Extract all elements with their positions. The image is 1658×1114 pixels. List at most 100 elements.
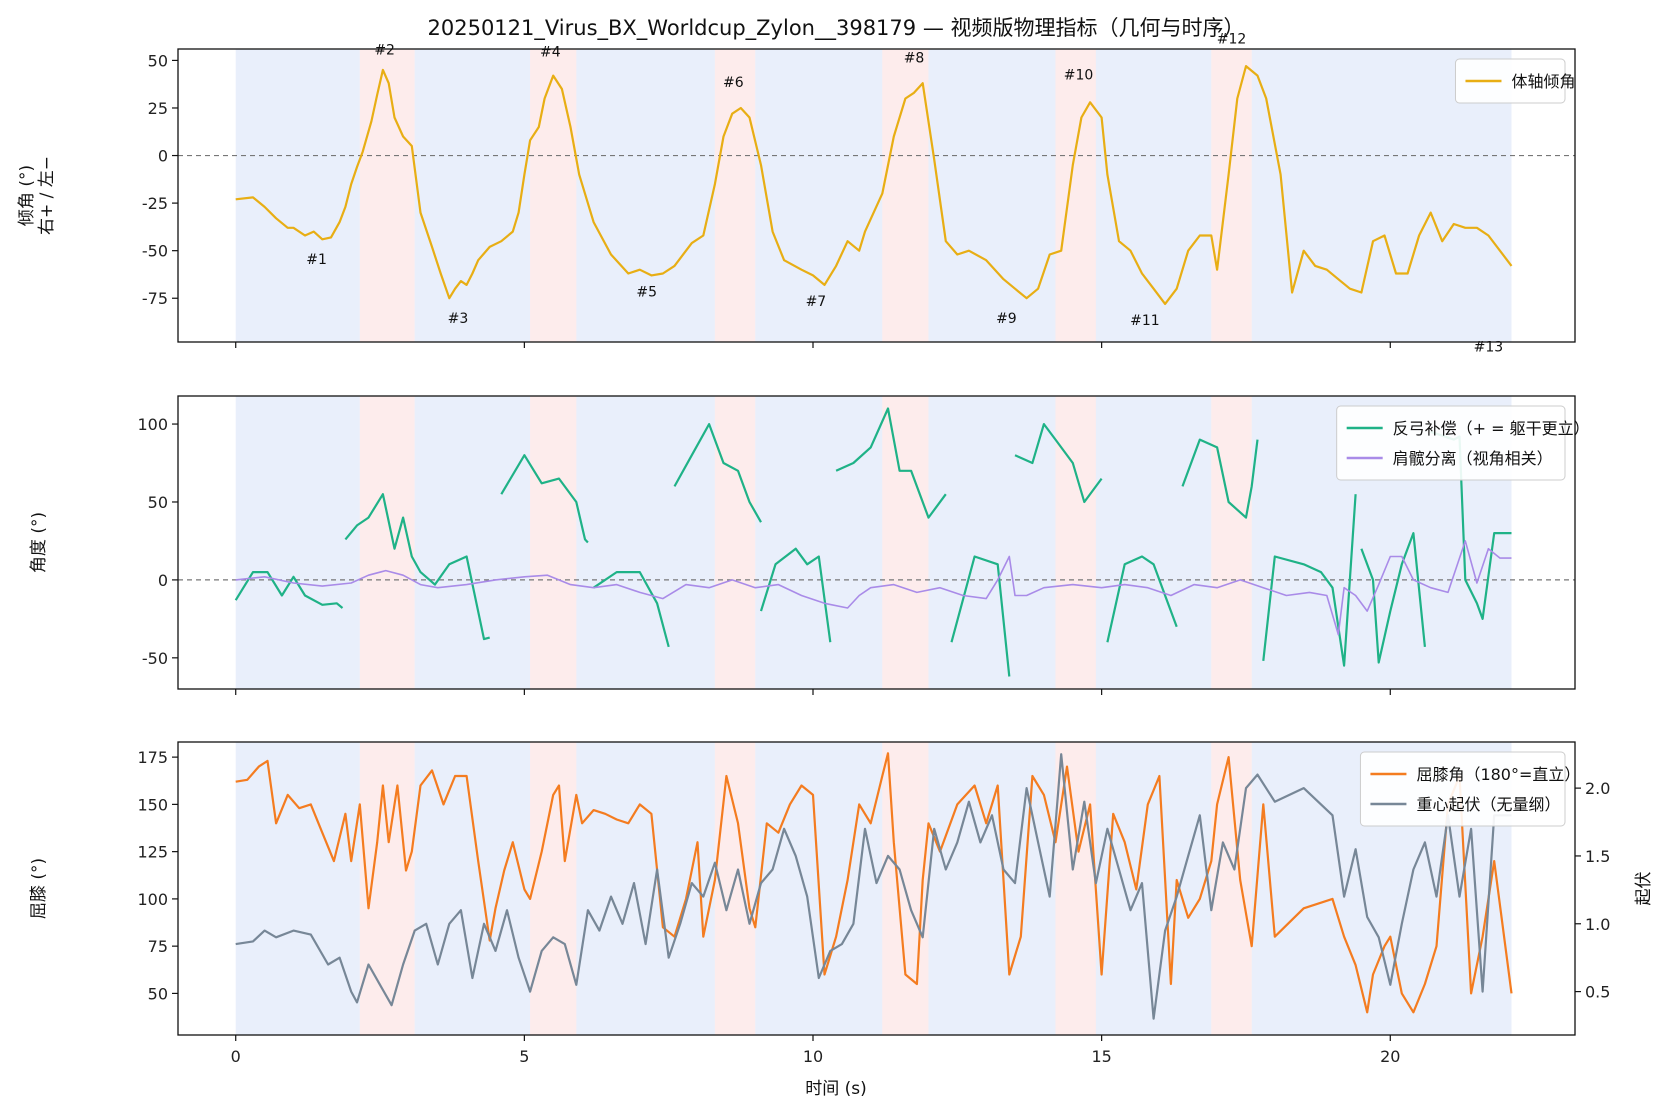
panel-frame [177, 48, 1576, 343]
y-tick-label: 50 [148, 51, 168, 70]
panels: #1#2#3#4#5#6#7#8#9#10#11#12#1350250-25-5… [17, 31, 1654, 1066]
y-tick-label: 25 [148, 99, 168, 118]
legend-label: 体轴倾角 [1511, 72, 1575, 91]
phase-span [576, 396, 715, 689]
y-tick-label: 50 [148, 984, 168, 1003]
legend-box [1359, 751, 1566, 827]
legend-label: 重心起伏（无量纲） [1416, 795, 1560, 814]
series-line-angles-1 [235, 540, 1512, 636]
phase-span [1211, 49, 1252, 342]
panel-tilt: #1 #2 #3 #4 #5 #6 #7 #8 #9 #10 #11 #12 #13 50 25 0 -25 -5… [17, 31, 1576, 356]
x-tick-label: 0 [231, 1047, 241, 1066]
y-tick-label: 0 [158, 147, 168, 166]
series-line-angles-0-seg1 [344, 493, 490, 641]
y-axis-label: 倾角 (°) [17, 165, 37, 226]
plot-area [235, 65, 1513, 305]
series-line-angles-0-seg5 [759, 547, 832, 643]
y-tick-label: 0 [158, 571, 168, 590]
legend-label: 屈膝角（180°=直立） [1416, 765, 1580, 784]
phase-span [1055, 396, 1096, 689]
annotation: #11 [1130, 313, 1160, 329]
series-line-angles-0-seg10 [1181, 438, 1259, 519]
phase-span [414, 742, 531, 1035]
annotation: #6 [723, 75, 744, 91]
annotation: #12 [1217, 31, 1247, 47]
phase-span [1095, 49, 1212, 342]
series-line-angles-0-seg8 [1014, 423, 1103, 504]
y2-tick-label: 0.5 [1585, 983, 1610, 1002]
y-tick-label: -75 [142, 289, 168, 308]
y-axis-label: 右+ / 左− [37, 156, 57, 235]
legend: 屈膝角（180°=直立） 重心起伏（无量纲） [1359, 751, 1580, 827]
phase-span [576, 49, 715, 342]
phase-span [235, 396, 360, 689]
y-tick-label: 100 [137, 890, 168, 909]
phase-span [755, 396, 883, 689]
y-tick-label: 100 [137, 415, 168, 434]
annotation: #3 [448, 311, 469, 327]
y2-tick-label: 2.0 [1585, 779, 1610, 798]
series-line-angles-0-seg4 [673, 423, 762, 523]
phase-span [1055, 49, 1096, 342]
phase-span [414, 49, 531, 342]
annotation: #4 [540, 45, 561, 61]
phase-span [359, 396, 415, 689]
legend-label: 肩髋分离（视角相关） [1393, 449, 1553, 468]
annotation: #9 [996, 311, 1017, 327]
y2-axis-label: 起伏 [1634, 872, 1654, 906]
phase-span [235, 49, 360, 342]
legend: 反弓补偿（+ = 躯干更立） 肩髋分离（视角相关） [1336, 405, 1590, 481]
series-line-knee-1 [235, 753, 1512, 1020]
legend: 体轴倾角 [1454, 58, 1575, 104]
annotation: #10 [1064, 67, 1094, 83]
x-tick-label: 20 [1380, 1047, 1400, 1066]
y-axis-label: 屈膝 (°) [29, 858, 49, 919]
series-line-angles-0-seg6 [835, 407, 947, 519]
phase-span [359, 742, 415, 1035]
plot-area [235, 752, 1513, 1020]
y-tick-label: -50 [142, 242, 168, 261]
phase-span [1095, 396, 1212, 689]
phase-span [928, 49, 1056, 342]
x-tick-label: 10 [803, 1047, 823, 1066]
x-tick-label: 15 [1091, 1047, 1111, 1066]
phase-span [714, 396, 756, 689]
y-tick-label: -50 [142, 649, 168, 668]
phase-span [359, 49, 415, 342]
series-line-tilt-0 [235, 65, 1513, 305]
phase-span [755, 49, 883, 342]
phase-span [576, 742, 715, 1035]
phase-span [235, 742, 360, 1035]
phase-span [414, 396, 531, 689]
panel-frame [177, 395, 1576, 690]
series-line-angles-0-seg9 [1106, 555, 1178, 643]
x-tick-label: 5 [519, 1047, 529, 1066]
legend-box [1454, 58, 1566, 104]
y-tick-label: 150 [137, 795, 168, 814]
y-tick-label: -25 [142, 194, 168, 213]
phase-span [530, 396, 577, 689]
phase-span [928, 396, 1056, 689]
y-tick-label: 50 [148, 493, 168, 512]
chart-title: 20250121_Virus_BX_Worldcup_Zylon__398179… [428, 16, 1245, 41]
series-line-angles-0-seg0 [234, 571, 344, 609]
series-line-angles-0-seg3 [592, 571, 670, 648]
panel-angles: 100 50 0 -50 角度 (°) 反弓补偿（+ = 躯干更立） 肩髋分离（视角相关） [29, 395, 1590, 695]
annotation: #1 [306, 252, 327, 268]
phase-span [530, 742, 577, 1035]
phase-span [714, 49, 756, 342]
annotation: #5 [636, 284, 657, 300]
phase-span [928, 742, 1056, 1035]
panel-frame [177, 741, 1576, 1036]
phase-span [1211, 396, 1252, 689]
annotation: #2 [374, 43, 395, 59]
series-line-angles-0-seg2 [500, 454, 589, 544]
annotation: #13 [1474, 340, 1504, 356]
phase-span [1095, 742, 1212, 1035]
legend-label: 反弓补偿（+ = 躯干更立） [1393, 419, 1590, 438]
y-tick-label: 75 [148, 937, 168, 956]
y-axis-label: 角度 (°) [29, 512, 49, 573]
series-line-angles-0-seg7 [950, 555, 1011, 677]
y2-tick-label: 1.0 [1585, 915, 1610, 934]
